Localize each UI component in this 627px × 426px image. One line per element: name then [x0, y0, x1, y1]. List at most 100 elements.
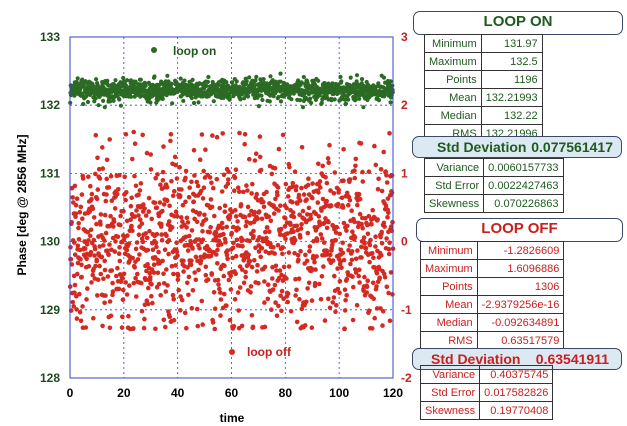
loop-off-point	[390, 173, 395, 178]
stats-value: 132.5	[481, 53, 542, 71]
stats-row: Variance 0.40375745	[421, 366, 553, 384]
loop-off-point	[382, 224, 387, 229]
loop-off-point	[84, 256, 89, 261]
loop-off-point	[348, 262, 353, 267]
loop-off-point	[307, 249, 312, 254]
loop-off-point	[351, 285, 356, 290]
loop-off-point	[336, 202, 341, 207]
loop-off-point	[167, 314, 172, 319]
loop-off-point	[123, 198, 128, 203]
stats-value: 131.97	[481, 35, 542, 53]
stats-label: Variance	[421, 366, 480, 384]
stats-value: 132.21993	[481, 89, 542, 107]
loop-off-point	[241, 238, 246, 243]
loop-off-point	[149, 167, 154, 172]
loop-off-point	[198, 157, 203, 162]
stats-value: 1306	[477, 278, 564, 296]
loop-off-point	[79, 263, 84, 268]
loop-off-point	[387, 252, 392, 257]
loop-off-point	[312, 260, 317, 265]
x-tick-label: 100	[329, 386, 349, 400]
loop-off-point	[146, 302, 151, 307]
loop-off-point	[260, 246, 265, 251]
loop-off-point	[269, 219, 274, 224]
loop-off-point	[342, 326, 347, 331]
loop-off-point	[207, 230, 212, 235]
stats-value: 0.40375745	[480, 366, 553, 384]
loop-off-point	[277, 147, 282, 152]
loop-off-point	[101, 166, 106, 171]
loop-on-point	[108, 99, 112, 103]
loop-on-point	[196, 100, 200, 104]
loop-off-point	[236, 290, 241, 295]
loop-off-point	[239, 202, 244, 207]
loop-off-point	[178, 193, 183, 198]
loop-off-point	[251, 325, 256, 330]
loop-off-point	[120, 325, 125, 330]
loop-off-point	[156, 271, 161, 276]
loop-off-point	[293, 238, 298, 243]
loop-off-point	[250, 313, 255, 318]
loop-off-point	[159, 232, 164, 237]
loop-off-point	[350, 274, 355, 279]
loop-off-point	[146, 286, 151, 291]
loop-off-point	[280, 245, 285, 250]
loop-off-point	[89, 280, 94, 285]
loop-off-point	[266, 297, 271, 302]
loop-off-point	[171, 297, 176, 302]
loop-off-point	[109, 314, 114, 319]
loop-off-point	[201, 196, 206, 201]
loop-off-point	[313, 281, 318, 286]
loop-off-point	[120, 276, 125, 281]
loop-off-point	[298, 235, 303, 240]
stats-row: Points 1196	[425, 71, 543, 89]
loop-off-point	[142, 326, 147, 331]
loop-off-point	[375, 271, 380, 276]
loop-off-point	[257, 209, 262, 214]
loop-on-table-extra: Variance 0.0060157733 Std Error 0.002242746…	[424, 158, 564, 213]
loop-off-point	[220, 189, 225, 194]
loop-on-point	[192, 101, 196, 105]
loop-off-point	[327, 143, 332, 148]
loop-on-point	[230, 80, 234, 84]
loop-off-point	[292, 215, 297, 220]
loop-on-point	[190, 96, 194, 100]
loop-off-point	[165, 198, 170, 203]
loop-off-point	[275, 313, 280, 318]
loop-off-point	[366, 232, 371, 237]
loop-off-point	[276, 304, 281, 309]
loop-on-point	[191, 78, 195, 82]
stats-value: 0.0022427463	[484, 177, 563, 195]
stats-value: -0.092634891	[477, 314, 564, 332]
loop-on-point	[206, 80, 210, 84]
loop-off-point	[319, 232, 324, 237]
loop-on-point	[97, 103, 101, 107]
loop-on-point	[338, 75, 342, 79]
loop-off-point	[155, 172, 160, 177]
stats-label: Std Error	[425, 177, 484, 195]
loop-off-point	[78, 310, 83, 315]
loop-off-point	[176, 278, 181, 283]
loop-off-point	[130, 157, 135, 162]
loop-off-point	[108, 214, 113, 219]
loop-off-point	[192, 148, 197, 153]
loop-off-point	[316, 200, 321, 205]
loop-off-point	[224, 304, 229, 309]
loop-off-point	[371, 281, 376, 286]
loop-off-point	[355, 203, 360, 208]
loop-on-point	[121, 76, 125, 80]
loop-off-point	[390, 292, 395, 297]
loop-off-point	[282, 265, 287, 270]
loop-off-point	[86, 238, 91, 243]
loop-off-point	[304, 197, 309, 202]
loop-off-point	[202, 213, 207, 218]
loop-off-point	[250, 265, 255, 270]
loop-off-point	[132, 281, 137, 286]
loop-off-point	[103, 293, 108, 298]
loop-off-point	[163, 247, 168, 252]
loop-off-point	[116, 187, 121, 192]
loop-on-point	[344, 102, 348, 106]
loop-off-point	[130, 256, 135, 261]
loop-off-point	[337, 290, 342, 295]
loop-off-point	[320, 164, 325, 169]
